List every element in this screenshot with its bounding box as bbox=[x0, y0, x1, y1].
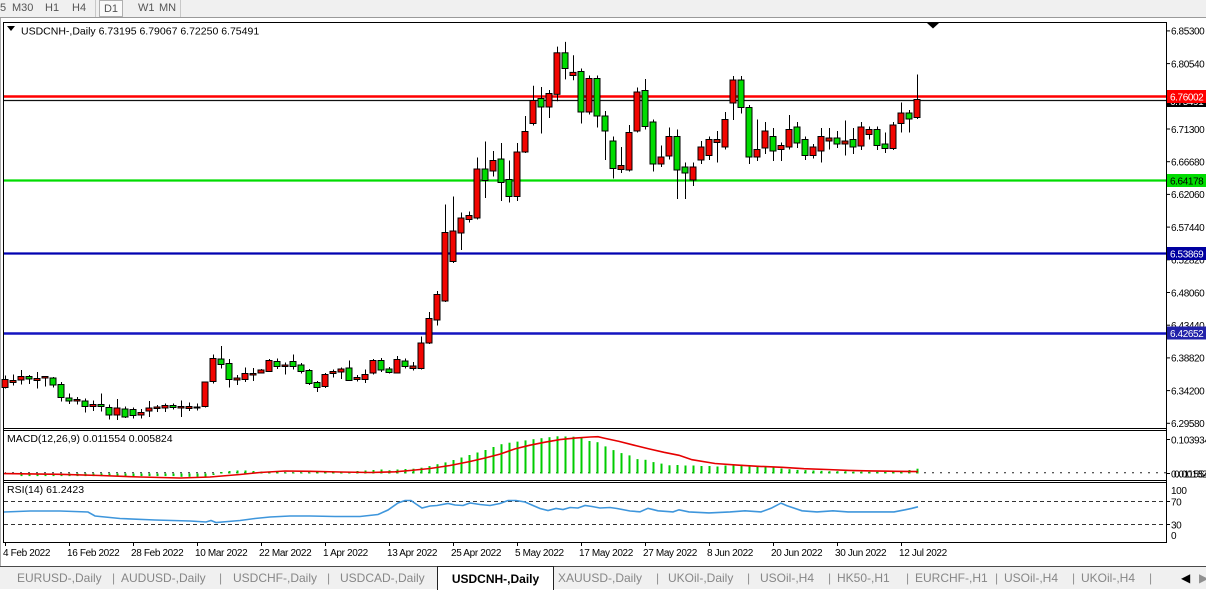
svg-text:6.64178: 6.64178 bbox=[1170, 177, 1204, 188]
svg-text:8 Jun 2022: 8 Jun 2022 bbox=[707, 548, 754, 559]
svg-text:6.85300: 6.85300 bbox=[1171, 27, 1205, 38]
svg-text:RSI(14) 61.2423: RSI(14) 61.2423 bbox=[7, 484, 84, 496]
svg-text:6.71300: 6.71300 bbox=[1171, 125, 1205, 136]
svg-text:6.53869: 6.53869 bbox=[1170, 250, 1204, 261]
svg-text:27 May 2022: 27 May 2022 bbox=[643, 548, 698, 559]
svg-text:4 Feb 2022: 4 Feb 2022 bbox=[3, 548, 51, 559]
svg-text:30: 30 bbox=[1171, 520, 1182, 531]
svg-text:6.42652: 6.42652 bbox=[1170, 329, 1204, 340]
svg-text:20 Jun 2022: 20 Jun 2022 bbox=[771, 548, 823, 559]
svg-text:0.011554: 0.011554 bbox=[1171, 469, 1206, 480]
svg-text:13 Apr 2022: 13 Apr 2022 bbox=[387, 548, 438, 559]
svg-text:0: 0 bbox=[1171, 531, 1177, 542]
svg-text:0.001829: 0.001829 bbox=[1174, 469, 1206, 480]
svg-text:70: 70 bbox=[1171, 497, 1182, 508]
svg-text:6.34200: 6.34200 bbox=[1171, 386, 1205, 397]
svg-text:28 Feb 2022: 28 Feb 2022 bbox=[131, 548, 184, 559]
svg-text:10 Mar 2022: 10 Mar 2022 bbox=[195, 548, 248, 559]
svg-text:25 Apr 2022: 25 Apr 2022 bbox=[451, 548, 502, 559]
svg-text:6.66680: 6.66680 bbox=[1171, 158, 1205, 169]
svg-text:MACD(12,26,9) 0.011554 0.00582: MACD(12,26,9) 0.011554 0.005824 bbox=[7, 433, 173, 445]
svg-text:0.103934: 0.103934 bbox=[1171, 435, 1206, 446]
svg-text:USDCNH-,Daily 6.73195 6.79067: USDCNH-,Daily 6.73195 6.79067 6.72250 6.… bbox=[21, 26, 259, 38]
svg-text:12 Jul 2022: 12 Jul 2022 bbox=[899, 548, 948, 559]
svg-text:22 Mar 2022: 22 Mar 2022 bbox=[259, 548, 312, 559]
svg-text:6.62060: 6.62060 bbox=[1171, 190, 1205, 201]
svg-text:6.80540: 6.80540 bbox=[1171, 59, 1205, 70]
svg-text:6.57440: 6.57440 bbox=[1171, 223, 1205, 234]
svg-text:6.38820: 6.38820 bbox=[1171, 354, 1205, 365]
svg-text:17 May 2022: 17 May 2022 bbox=[579, 548, 634, 559]
svg-text:6.76002: 6.76002 bbox=[1170, 93, 1204, 104]
svg-text:6.29580: 6.29580 bbox=[1171, 419, 1205, 430]
svg-text:1 Apr 2022: 1 Apr 2022 bbox=[323, 548, 369, 559]
svg-text:30 Jun 2022: 30 Jun 2022 bbox=[835, 548, 887, 559]
svg-text:5 May 2022: 5 May 2022 bbox=[515, 548, 565, 559]
svg-text:16 Feb 2022: 16 Feb 2022 bbox=[67, 548, 120, 559]
svg-text:6.52820: 6.52820 bbox=[1171, 256, 1205, 267]
svg-text:6.48060: 6.48060 bbox=[1171, 288, 1205, 299]
svg-text:100: 100 bbox=[1171, 486, 1187, 497]
